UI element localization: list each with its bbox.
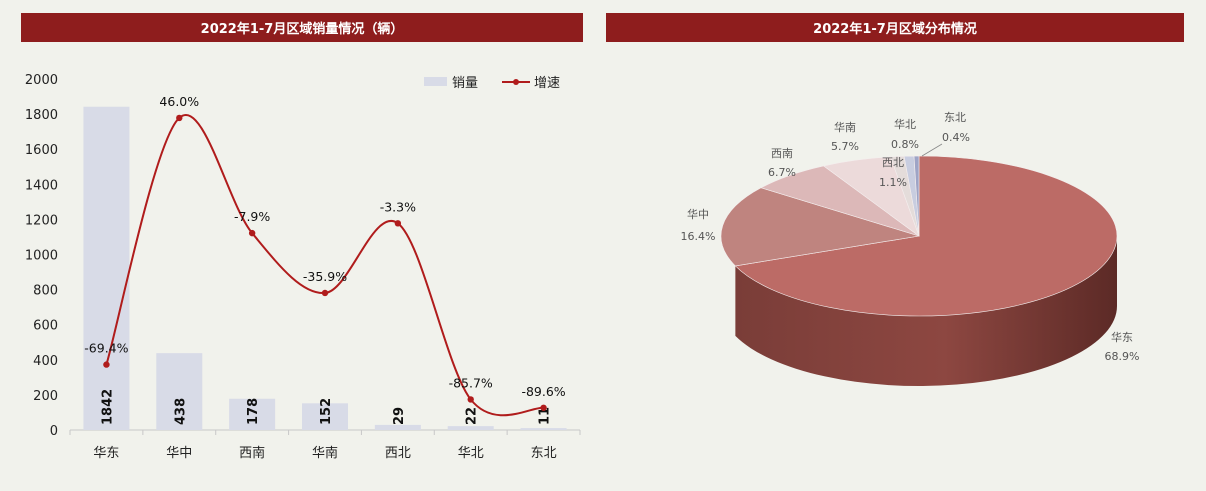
growth-label: -3.3% xyxy=(380,199,416,214)
pie-slice-东北 xyxy=(913,155,920,237)
growth-label: -35.9% xyxy=(303,269,347,284)
bar-华北 xyxy=(447,426,494,430)
growth-label: -69.4% xyxy=(84,341,128,356)
growth-point xyxy=(394,220,402,227)
bar-value-label: 1842 xyxy=(100,389,115,425)
pie-category-label: 华南 xyxy=(834,120,856,134)
y-tick-label: 1800 xyxy=(25,108,58,123)
pie-category-label: 华东 xyxy=(1111,330,1133,344)
x-category-label: 西南 xyxy=(239,445,265,461)
growth-label: -85.7% xyxy=(449,375,493,390)
y-tick-label: 600 xyxy=(33,319,58,334)
growth-point xyxy=(540,404,547,411)
x-category-label: 华北 xyxy=(458,446,484,461)
bar-value-label: 29 xyxy=(392,407,407,425)
x-category-label: 西北 xyxy=(385,446,411,461)
legend-line-marker xyxy=(513,79,519,85)
pie-percent-label: 68.9% xyxy=(1105,350,1140,363)
y-tick-label: 200 xyxy=(33,389,58,404)
x-category-label: 华中 xyxy=(166,446,192,461)
x-category-label: 东北 xyxy=(531,446,557,461)
bar-value-label: 178 xyxy=(246,398,261,425)
bar-value-label: 22 xyxy=(465,407,480,425)
y-tick-label: 800 xyxy=(33,284,58,299)
growth-line xyxy=(105,114,544,417)
pie-percent-label: 0.4% xyxy=(942,131,970,144)
bar-西北 xyxy=(374,424,421,430)
bar-华中 xyxy=(156,353,203,430)
pie-leader-line xyxy=(921,143,943,157)
x-category-label: 华南 xyxy=(312,445,338,461)
bar-华南 xyxy=(302,403,348,430)
pie-slice-华中 xyxy=(720,187,920,267)
legend-bar-swatch xyxy=(424,77,447,86)
pie-percent-label: 6.7% xyxy=(768,166,796,179)
pie-category-label: 东北 xyxy=(944,111,966,124)
growth-label: -89.6% xyxy=(521,384,565,399)
growth-point xyxy=(321,289,329,297)
growth-point xyxy=(176,114,183,122)
pie-percent-label: 0.8% xyxy=(891,138,919,151)
pie-category-label: 华中 xyxy=(687,207,709,221)
growth-point xyxy=(467,396,474,403)
legend-line-label: 增速 xyxy=(534,76,560,91)
pie-side-wall xyxy=(735,236,1117,386)
bar-东北 xyxy=(520,428,567,430)
growth-point xyxy=(103,361,110,368)
growth-label: 46.0% xyxy=(159,94,199,109)
pie-slice-华东 xyxy=(734,155,1118,317)
pie-percent-label: 16.4% xyxy=(681,230,716,243)
y-tick-label: 1200 xyxy=(25,213,58,228)
growth-label: -7.9% xyxy=(234,209,270,224)
right-chart-title: 2022年1-7月区域分布情况 xyxy=(606,13,1184,42)
bar-value-label: 438 xyxy=(173,398,188,425)
growth-point xyxy=(248,229,256,237)
bar-华东 xyxy=(83,106,130,430)
pie-category-label: 西南 xyxy=(771,147,793,160)
y-tick-label: 400 xyxy=(33,354,58,369)
y-tick-label: 1400 xyxy=(25,178,58,193)
bar-西南 xyxy=(229,398,276,430)
left-chart-title: 2022年1-7月区域销量情况（辆） xyxy=(21,13,583,42)
pie-category-label: 华北 xyxy=(894,117,916,131)
x-category-label: 华东 xyxy=(93,446,119,461)
y-tick-label: 1000 xyxy=(25,249,58,264)
bar-value-label: 11 xyxy=(538,407,553,425)
pie-percent-label: 5.7% xyxy=(831,140,859,153)
y-tick-label: 0 xyxy=(50,424,58,439)
pie-category-label: 西北 xyxy=(882,156,904,169)
y-tick-label: 1600 xyxy=(25,143,58,158)
pie-percent-label: 1.1% xyxy=(879,176,907,189)
y-tick-label: 2000 xyxy=(25,73,58,88)
legend-bar-label: 销量 xyxy=(452,76,478,91)
bar-value-label: 152 xyxy=(319,398,334,425)
